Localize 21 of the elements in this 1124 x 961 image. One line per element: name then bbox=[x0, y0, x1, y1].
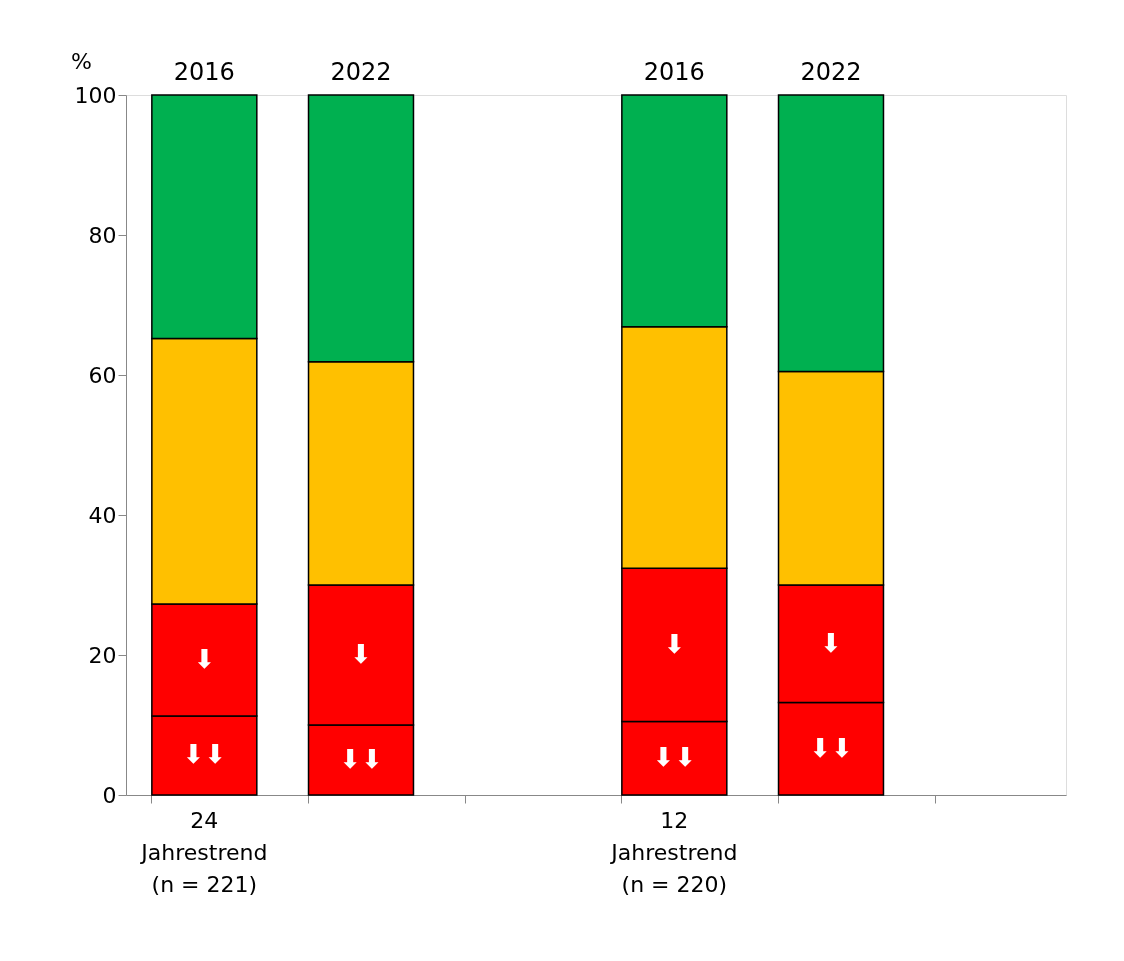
y-tick-label: 80 bbox=[88, 222, 117, 248]
y-tick-label: 20 bbox=[88, 642, 117, 668]
text: ⬇⬇ bbox=[182, 739, 227, 770]
text: ⬇ bbox=[820, 627, 842, 658]
x-tick-label: 2022 bbox=[330, 58, 392, 86]
text: ⬇⬇ bbox=[809, 732, 853, 763]
y-tick-label: 40 bbox=[88, 502, 117, 528]
y-tick-label: 60 bbox=[88, 362, 117, 388]
text: 24 Jahrestrend (n = 221) bbox=[139, 808, 268, 897]
x-tick-label: 2016 bbox=[173, 58, 235, 86]
y-axis-title: % bbox=[71, 48, 92, 74]
text: ⬇ bbox=[663, 628, 686, 659]
y-tick-label: 0 bbox=[102, 782, 117, 808]
x-tick-label: 2016 bbox=[643, 58, 705, 86]
series-label: ⬇ bbox=[193, 643, 216, 674]
text: ⬇⬇ bbox=[652, 742, 697, 773]
x-tick-label: 2022 bbox=[800, 58, 862, 86]
series-label: ⬇⬇ bbox=[339, 744, 383, 774]
text: ⬇ bbox=[350, 639, 372, 669]
text: 12 Jahrestrend (n = 220) bbox=[609, 808, 738, 897]
y-tick-label: 100 bbox=[74, 82, 117, 108]
